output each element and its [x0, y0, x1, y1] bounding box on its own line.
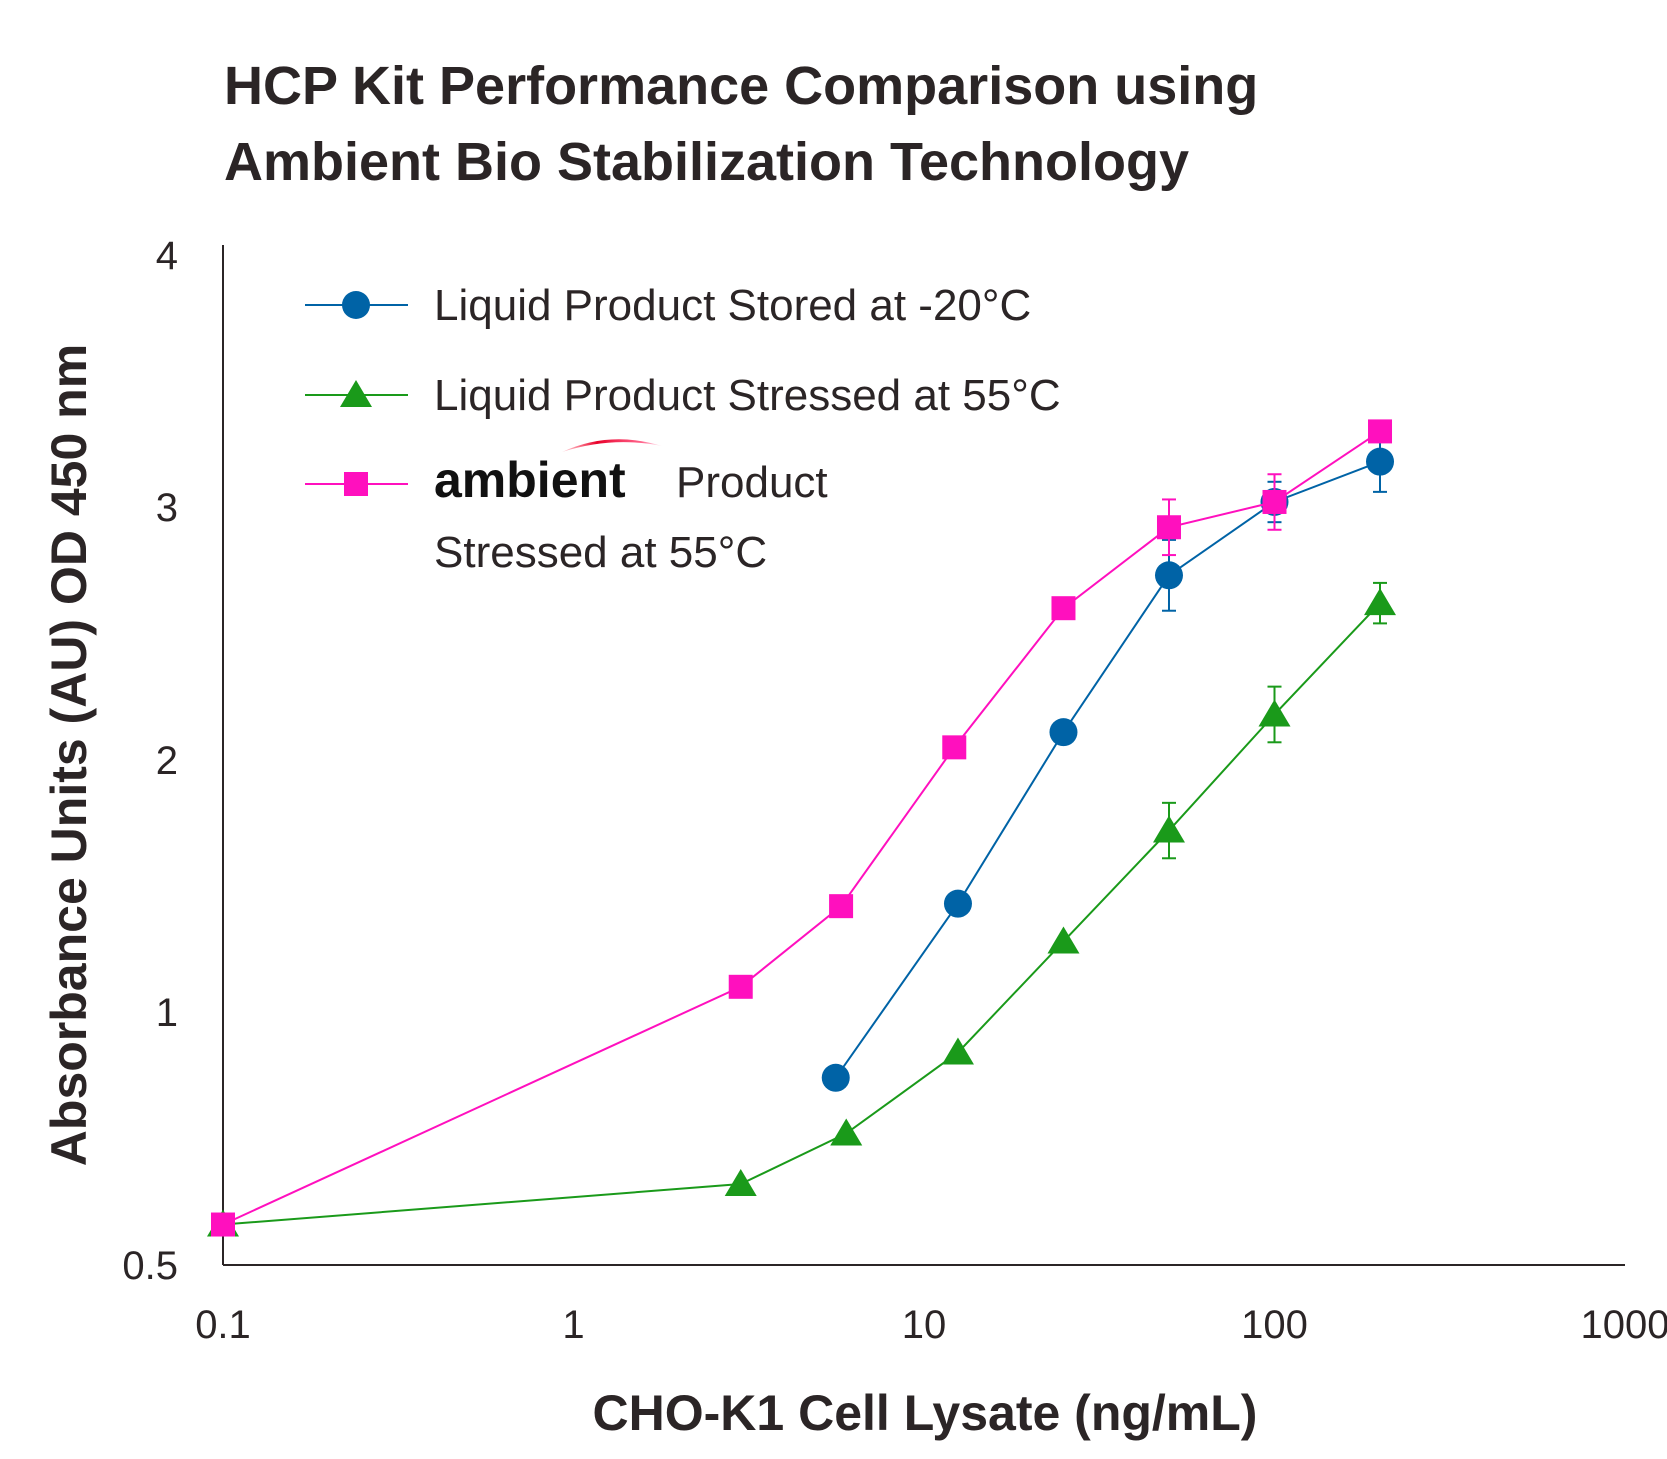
data-point — [821, 1063, 850, 1092]
data-point — [1364, 588, 1397, 616]
data-point — [1156, 515, 1181, 540]
data-point — [724, 1169, 757, 1197]
chart-title-line-2: Ambient Bio Stabilization Technology — [224, 132, 1189, 192]
y-tick-label: 1 — [156, 991, 178, 1035]
data-point — [1047, 926, 1080, 954]
plot-area — [207, 419, 1397, 1237]
series-line — [222, 430, 1381, 1226]
y-tick-label: 0.5 — [122, 1244, 178, 1288]
legend-marker-3 — [344, 472, 368, 496]
series-3 — [211, 419, 1393, 1237]
data-point — [941, 1037, 974, 1065]
x-axis-ticks: 0.1 1 10 100 1000 — [195, 1303, 1667, 1347]
data-point — [942, 735, 967, 760]
series-line — [222, 602, 1381, 1226]
ambient-logo: ambient — [434, 452, 626, 508]
x-tick-label: 1 — [562, 1303, 584, 1347]
legend-label-2: Liquid Product Stressed at 55°C — [434, 371, 1061, 420]
data-point — [211, 1212, 235, 1237]
legend-marker-2 — [340, 380, 372, 407]
x-tick-label: 100 — [1241, 1303, 1308, 1347]
chart-title-line-1: HCP Kit Performance Comparison using — [224, 56, 1258, 116]
data-point — [1051, 596, 1076, 621]
data-point — [728, 974, 753, 999]
y-tick-label: 4 — [156, 234, 178, 278]
legend-label-1: Liquid Product Stored at -20°C — [434, 281, 1031, 330]
y-tick-label: 2 — [156, 739, 178, 783]
legend-label-3-line-2: Stressed at 55°C — [434, 528, 767, 577]
data-point — [1368, 419, 1393, 444]
data-point — [1154, 561, 1183, 590]
x-axis-label: CHO-K1 Cell Lysate (ng/mL) — [593, 1385, 1258, 1441]
data-point — [1152, 815, 1185, 843]
series-2 — [207, 581, 1397, 1237]
y-tick-label: 3 — [156, 486, 178, 530]
legend: Liquid Product Stored at -20°C Liquid Pr… — [305, 281, 1061, 577]
series-1 — [821, 430, 1395, 1092]
series-line — [834, 460, 1381, 1079]
data-point — [830, 1118, 863, 1146]
legend-label-3-line-1: Product — [676, 458, 828, 507]
data-point — [1049, 718, 1078, 747]
data-point — [1262, 489, 1287, 514]
x-tick-label: 10 — [902, 1303, 947, 1347]
data-point — [943, 889, 972, 918]
data-point — [829, 894, 854, 919]
y-axis-label: Absorbance Units (AU) OD 450 nm — [41, 344, 97, 1166]
x-tick-label: 1000 — [1581, 1303, 1667, 1347]
x-tick-label: 0.1 — [195, 1303, 251, 1347]
data-point — [1366, 447, 1395, 476]
data-point — [1258, 699, 1291, 727]
y-axis-ticks: 0.5 1 2 3 4 — [122, 234, 178, 1288]
legend-marker-1 — [342, 291, 370, 319]
ambient-logo-swoosh-icon — [562, 439, 662, 452]
